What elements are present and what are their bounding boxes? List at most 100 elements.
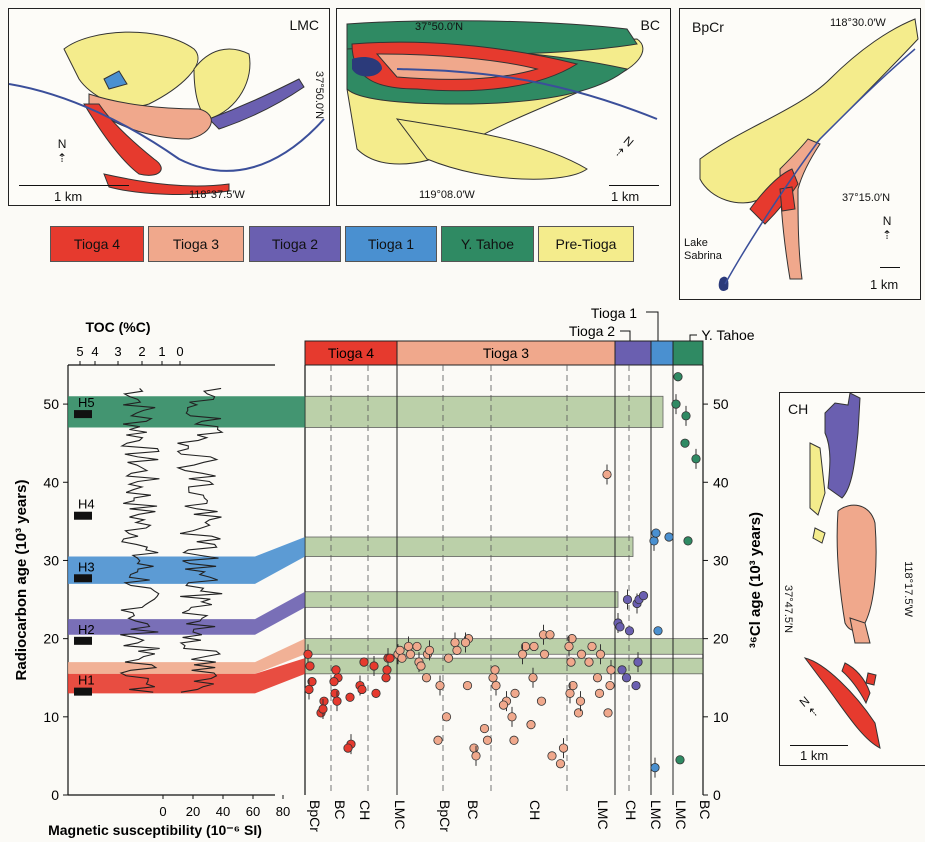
data-point	[624, 626, 635, 636]
map-bpcr-lat: 37°15.0′N	[842, 192, 891, 204]
y-axis-label-left: Radiocarbon age (10³ years)	[13, 480, 30, 681]
data-point	[603, 708, 613, 718]
data-point	[316, 708, 326, 718]
x-label-bc: BC	[332, 800, 348, 819]
data-point	[462, 680, 473, 691]
map-ch-lon: 118°17.5′W	[901, 561, 914, 617]
data-point	[343, 743, 353, 753]
stage-header-tioga-4	[304, 340, 398, 366]
data-point	[568, 680, 578, 691]
data-point	[393, 649, 403, 659]
data-point	[539, 649, 550, 659]
y-tick-label-left: 20	[43, 631, 59, 647]
data-point	[452, 645, 462, 655]
x-label-bpcr: BpCr	[307, 800, 323, 832]
data-point	[564, 641, 574, 652]
data-point	[329, 677, 339, 687]
data-point	[346, 739, 356, 749]
h-label-h1: H1	[78, 673, 95, 688]
data-point	[558, 743, 569, 753]
data-point	[529, 641, 539, 652]
h-label-h2: H2	[78, 622, 95, 637]
data-point	[422, 649, 433, 659]
north-arrow-icon: N ⇡	[882, 214, 892, 242]
data-point	[371, 688, 381, 698]
data-point	[435, 680, 445, 691]
data-point	[383, 653, 393, 663]
data-point	[605, 680, 615, 691]
map-lmc-drawing	[9, 31, 325, 195]
y-tick-label-right: 40	[713, 474, 729, 490]
y-tick-label-right: 30	[713, 552, 729, 568]
data-point	[594, 688, 605, 698]
h-band	[68, 591, 305, 635]
data-point	[545, 630, 555, 640]
data-point	[397, 653, 407, 663]
toc-tick-label: 3	[114, 344, 121, 359]
data-point	[359, 657, 369, 667]
data-point	[573, 708, 584, 718]
data-point	[450, 637, 460, 648]
map-bpcr-lake: Lake Sabrina	[684, 237, 722, 262]
map-lmc-north: N	[57, 137, 67, 151]
legend-item-tioga-3: Tioga 3	[148, 226, 244, 262]
data-point	[421, 673, 432, 683]
data-point	[463, 634, 474, 644]
green-band	[304, 395, 664, 428]
h-label-h4: H4	[78, 497, 95, 512]
data-point	[509, 735, 519, 745]
data-point	[491, 680, 501, 691]
y-axis-label-right: ³⁶Cl age (10³ years)	[747, 512, 764, 648]
data-point	[416, 661, 426, 671]
scale-bar	[880, 267, 900, 268]
data-point	[303, 649, 313, 659]
data-point	[307, 677, 317, 687]
h-marker	[74, 511, 92, 520]
x-label-ch: CH	[623, 800, 639, 820]
map-lmc-lon: 118°37.5′W	[189, 189, 245, 201]
stage-label-tioga-3: Tioga 3	[483, 345, 529, 361]
data-point	[331, 665, 341, 675]
data-point	[517, 649, 528, 659]
data-point	[482, 735, 493, 745]
data-point	[528, 673, 538, 683]
green-band	[304, 536, 634, 557]
callout-line	[620, 330, 631, 341]
data-point	[538, 630, 549, 640]
h-marker	[74, 410, 92, 419]
data-point	[501, 696, 512, 706]
data-point	[304, 684, 314, 695]
data-point	[536, 696, 547, 706]
data-point	[490, 665, 500, 675]
stage-header-tioga-2	[614, 340, 652, 366]
map-bpcr-drawing	[699, 18, 919, 291]
data-point	[412, 641, 422, 652]
data-point	[649, 536, 659, 546]
green-band	[304, 591, 619, 608]
data-point	[576, 649, 587, 659]
data-point	[510, 688, 520, 698]
data-point	[566, 657, 576, 667]
x-label-lmc: LMC	[392, 800, 408, 830]
h-band	[68, 658, 305, 694]
data-point	[330, 688, 340, 698]
toc-curve	[119, 388, 160, 693]
y-tick-label-right: 10	[713, 709, 729, 725]
map-lmc-lat: 37°50.0′N	[312, 70, 325, 120]
y-tick-label-right: 20	[713, 631, 729, 647]
arrow-up-icon: ⇡	[882, 228, 893, 242]
ms-tick-label: 0	[159, 804, 166, 819]
data-point	[520, 641, 531, 652]
data-point	[606, 665, 616, 675]
data-point	[634, 594, 644, 605]
data-point	[613, 618, 623, 628]
data-point	[547, 751, 557, 761]
data-point	[319, 696, 329, 706]
scale-bar	[790, 745, 848, 746]
map-bc: BC 37°50.0′N 119°08.0′W N ⇡ 1 km	[336, 8, 671, 206]
y-tick-label-left: 40	[43, 474, 59, 490]
data-point	[414, 657, 424, 667]
data-point	[443, 653, 454, 663]
map-ch: CH 37°47.5′N 118°17.5′W N ⇡ 1 km	[779, 392, 925, 766]
h-marker	[74, 687, 92, 696]
